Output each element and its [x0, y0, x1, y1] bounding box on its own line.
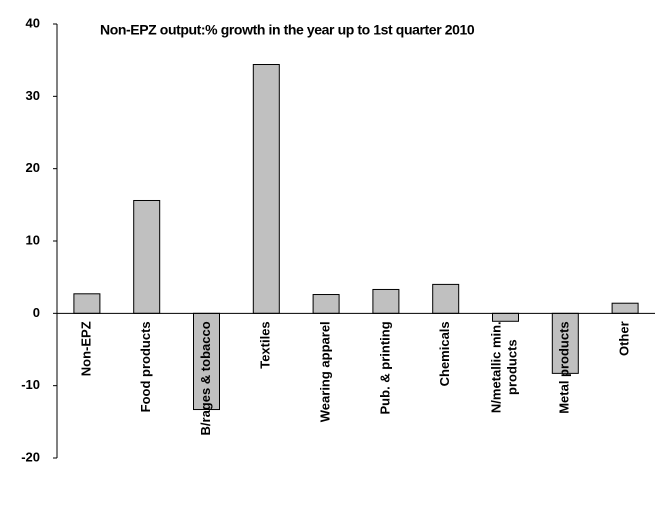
x-tick-label: Metal products: [557, 321, 572, 413]
x-tick-label: Other: [617, 321, 632, 356]
bar: [133, 199, 161, 314]
x-tick-label: Food products: [138, 321, 153, 412]
x-tick-label: N/metallic min.products: [489, 321, 520, 413]
y-tick-label: -10: [21, 377, 40, 392]
bar: [312, 294, 340, 314]
x-tick-label: Pub. & printing: [377, 321, 392, 414]
x-tick-label: Chemicals: [437, 321, 452, 386]
x-tick-label-line: products: [505, 339, 520, 395]
bar: [432, 283, 460, 314]
bar: [551, 312, 579, 374]
x-tick-label: Textiles: [258, 321, 273, 368]
bar: [372, 288, 400, 314]
y-tick-label: 10: [26, 232, 40, 247]
bar: [611, 302, 639, 314]
y-tick-label: -20: [21, 449, 40, 464]
bar: [73, 293, 101, 314]
bar: [193, 312, 220, 411]
bar: [252, 64, 280, 314]
y-tick-label: 30: [26, 88, 40, 103]
x-tick-label: Wearing apparel: [318, 321, 333, 422]
x-tick-label: Non-EPZ: [78, 321, 93, 376]
y-tick-label: 40: [26, 15, 40, 30]
chart-title: Non-EPZ output:% growth in the year up t…: [100, 22, 475, 38]
y-tick-label: 20: [26, 160, 40, 175]
bar: [492, 312, 519, 322]
y-tick-label: 0: [33, 305, 40, 320]
x-tick-label: B/rages & tobacco: [198, 321, 213, 435]
x-tick-label-line: N/metallic min.: [489, 321, 504, 413]
